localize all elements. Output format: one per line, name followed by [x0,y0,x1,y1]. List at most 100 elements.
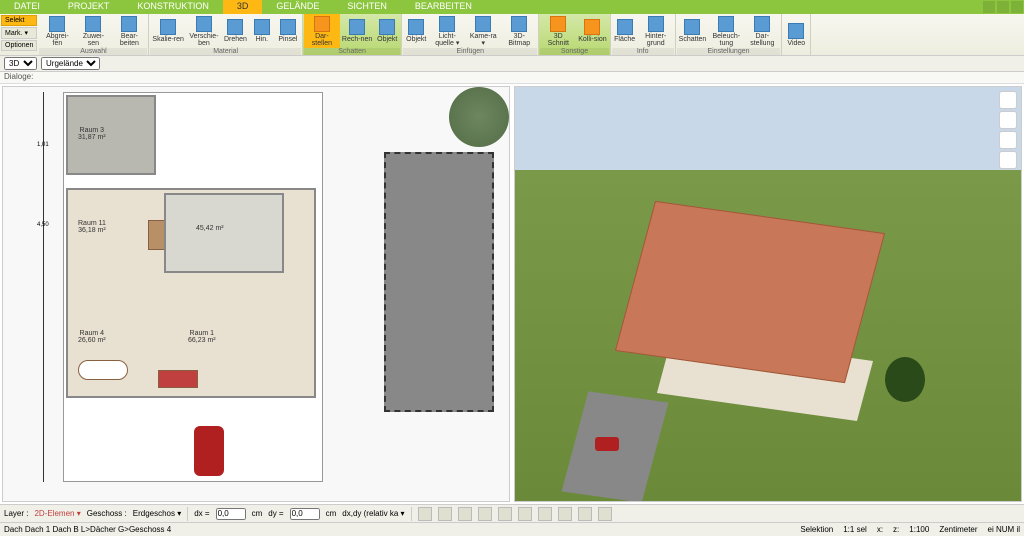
ribbon-btn-rechnen[interactable]: Rech-nen [340,14,374,48]
ribbon-btn-label: Bear-beiten [113,33,145,47]
scale: 1:100 [909,525,929,534]
ribbon-btn-kamera[interactable]: Kame-ra ▾ [465,14,501,48]
ribbon-group-label: Info [612,48,674,55]
window-maximize[interactable] [997,1,1009,13]
ribbon-btn-flche[interactable]: Fläche [612,14,638,48]
ribbon-btn-bearbeiten[interactable]: Bear-beiten [111,14,147,48]
ribbon-group-label: Auswahl [39,48,147,55]
coord-mode[interactable]: dx,dy (relativ ka ▾ [342,509,404,518]
ribbon-group-Schatten: Dar-stellen Rech-nenObjektSchatten [303,14,402,55]
car-3d [595,437,619,451]
menu-tab-gelaende[interactable]: GELÄNDE [262,0,333,14]
mark-button[interactable]: Mark. ▾ [1,27,37,39]
ribbon-btn-label: Schatten [679,36,707,43]
tool-4[interactable] [478,507,492,521]
ribbon-btn-drehen[interactable]: Drehen [222,14,249,48]
ribbon-btn-kollision[interactable]: Kolli-sion [576,14,608,48]
selector-bar: 3D Urgelände [0,56,1024,72]
ribbon-btn-darstellen[interactable]: Dar-stellen [304,14,340,48]
ribbon-btn-skalieren[interactable]: Skalie-ren [150,14,186,48]
tool-9[interactable] [578,507,592,521]
unit-label: cm [252,509,263,518]
ribbon-btn-pinsel[interactable]: Pinsel [275,14,301,48]
tool-10[interactable] [598,507,612,521]
ribbon-quick-actions: Selekt Mark. ▾ Optionen [0,14,38,55]
tool-7[interactable] [538,507,552,521]
furniture-tool[interactable] [999,111,1017,129]
ribbon-btn-video[interactable]: Video [783,14,809,55]
tool-5[interactable] [498,507,512,521]
ribbon-group-misc: Video [782,14,811,55]
ribbon-btn-schatten[interactable]: Schatten [677,14,709,48]
ribbon-btn-objekt[interactable]: Objekt [374,14,400,48]
ribbon-btn-abgreifen[interactable]: Abgrei-fen [39,14,75,48]
drehen-icon [227,19,243,35]
floor-select[interactable]: Erdgeschos ▾ [133,509,181,518]
palette-tool[interactable] [999,131,1017,149]
room-3[interactable]: Raum 3 31,87 m² [66,95,156,175]
dy-input[interactable] [290,508,320,520]
ribbon-btn-darstellung[interactable]: Dar-stellung [744,14,780,48]
menu-tab-bearbeiten[interactable]: BEARBEITEN [401,0,486,14]
room-center-area: 45,42 m² [196,225,224,232]
lichtquelle-icon [439,16,455,32]
dim-label: 4,50 [37,222,49,228]
tree-2d[interactable] [449,87,509,147]
bearbeiten-icon [121,16,137,32]
ribbon-btn-lichtquelle[interactable]: Licht-quelle ▾ [429,14,465,48]
ribbon-btn-hin[interactable]: Hin. [249,14,275,48]
ribbon-btn-dschnitt[interactable]: 3D Schnitt [540,14,576,48]
menu-tab-3d[interactable]: 3D [223,0,263,14]
ribbon-btn-label: Kame-ra ▾ [467,33,499,47]
unit: Zentimeter [939,525,977,534]
ribbon-btn-hintergrund[interactable]: Hinter-grund [638,14,674,48]
3d-view[interactable] [514,86,1022,502]
dx-input[interactable] [216,508,246,520]
window-close[interactable] [1011,1,1023,13]
breadcrumb: Dach Dach 1 Dach B L>Dächer G>Geschoss 4 [4,525,171,534]
view-mode-select[interactable]: 3D [4,57,37,70]
tool-3[interactable] [458,507,472,521]
ribbon-btn-beleuchtung[interactable]: Beleuch-tung [708,14,744,48]
ribbon-btn-label: 3D Schnitt [542,33,574,47]
selection-label: Selektion [800,525,833,534]
bathtub[interactable] [78,360,128,380]
options-button[interactable]: Optionen [1,40,37,51]
ribbon-btn-label: Dar-stellen [306,33,338,47]
menu-tab-konstruktion[interactable]: KONSTRUKTION [123,0,223,14]
ribbon-btn-label: Beleuch-tung [710,33,742,47]
ribbon-btn-label: Fläche [614,36,635,43]
car-2d[interactable] [194,426,224,476]
skalieren-icon [160,19,176,35]
ribbon-btn-dbitmap[interactable]: 3D-Bitmap [501,14,537,48]
tool-8[interactable] [558,507,572,521]
menu-tab-datei[interactable]: DATEI [0,0,54,14]
menu-tab-sichten[interactable]: SICHTEN [333,0,401,14]
caps-indicator: ei NUM il [988,525,1020,534]
ribbon-btn-objekt[interactable]: Objekt [403,14,429,48]
select-button[interactable]: Selekt [1,15,37,26]
ribbon-btn-zuweisen[interactable]: Zuwei-sen [75,14,111,48]
room-center[interactable]: 45,42 m² [164,193,284,273]
ribbon-group-label: Schatten [304,48,400,55]
ribbon-btn-verschieben[interactable]: Verschie-ben [186,14,222,48]
layer-select[interactable]: 2D-Elemen ▾ [34,509,80,518]
floorplan-view[interactable]: Raum 3 31,87 m² Raum 11 36,18 m² Raum 4 … [2,86,510,502]
ribbon-btn-label: Hin. [256,36,268,43]
menu-tab-projekt[interactable]: PROJEKT [54,0,124,14]
tool-6[interactable] [518,507,532,521]
coord-x: x: [877,525,883,534]
sofa[interactable] [158,370,198,388]
tool-2[interactable] [438,507,452,521]
layers-tool[interactable] [999,91,1017,109]
plant-tool[interactable] [999,151,1017,169]
ribbon-group-Material: Skalie-renVerschie-benDrehenHin.PinselMa… [149,14,302,55]
terrain-select[interactable]: Urgelände [41,57,100,70]
ribbon-group-Sonstige: 3D SchnittKolli-sionSonstige [539,14,610,55]
tool-1[interactable] [418,507,432,521]
kollision-icon [584,19,600,35]
terrace[interactable] [384,152,494,412]
window-minimize[interactable] [983,1,995,13]
ribbon-btn-label: Rech-nen [342,36,372,43]
beleuchtung-icon [718,16,734,32]
